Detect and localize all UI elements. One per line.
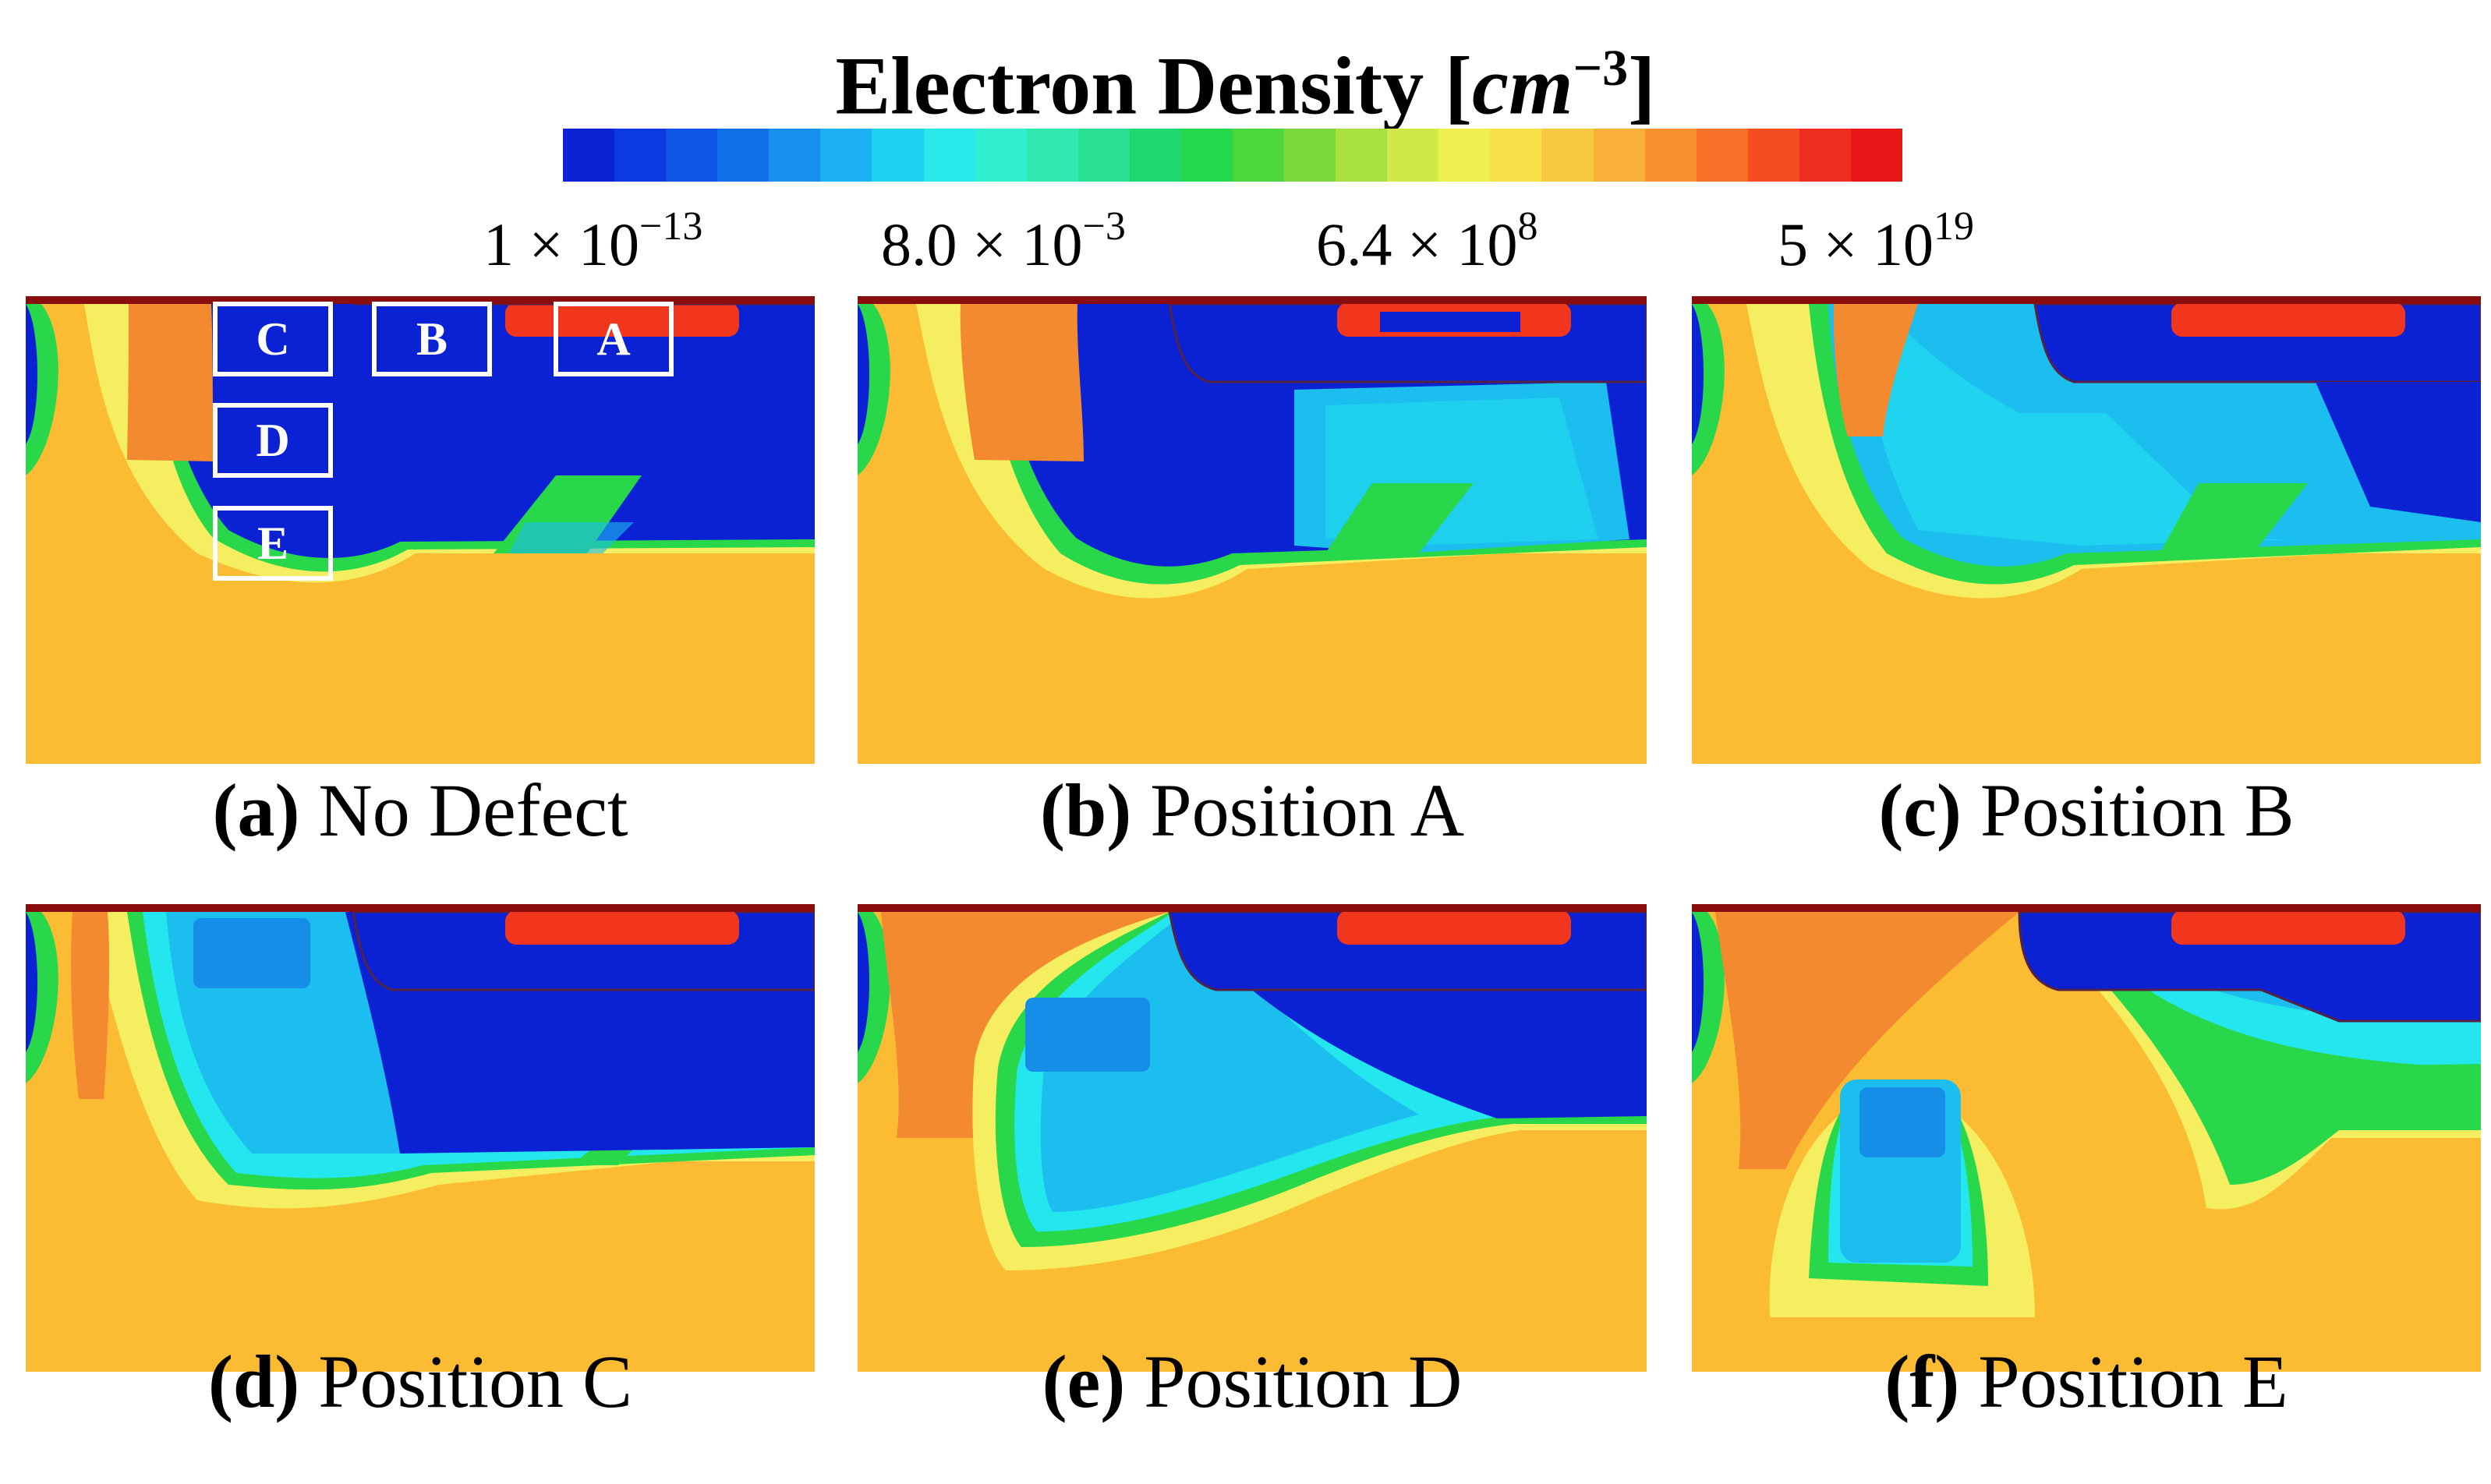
colorbar-segment-16 xyxy=(1336,129,1388,182)
colorbar-tick-2: 8.0 × 10−3 xyxy=(881,196,1126,280)
caption-f-letter: (f) xyxy=(1884,1340,1960,1423)
caption-c-label: Position B xyxy=(1980,768,2295,852)
caption-d: (d) Position C xyxy=(26,1339,815,1425)
colorbar-segment-8 xyxy=(923,129,975,182)
colorbar-segment-17 xyxy=(1387,129,1439,182)
panel-f-density-map xyxy=(1692,904,2481,1372)
colorbar-segment-6 xyxy=(820,129,872,182)
panel-a: C B A D E xyxy=(26,296,815,764)
panel-b xyxy=(858,296,1647,764)
title-unit-close: ] xyxy=(1628,40,1656,132)
panel-d xyxy=(26,904,815,1372)
colorbar-segment-14 xyxy=(1233,129,1285,182)
panel-c-density-map xyxy=(1692,296,2481,764)
tick-2-exponent: −3 xyxy=(1082,204,1126,249)
tick-2-mantissa: 8.0 × 10 xyxy=(881,210,1083,278)
marker-b: B xyxy=(416,313,448,365)
caption-b: (b) Position A xyxy=(858,768,1647,853)
colorbar-segment-18 xyxy=(1438,129,1491,182)
tick-1-mantissa: 1 × 10 xyxy=(483,210,639,278)
colorbar-segment-22 xyxy=(1644,129,1697,182)
colorbar-segment-26 xyxy=(1850,129,1903,182)
panel-e-density-map xyxy=(858,904,1647,1372)
colorbar-segment-13 xyxy=(1180,129,1233,182)
tick-3-exponent: 8 xyxy=(1517,204,1538,249)
marker-a: A xyxy=(596,313,630,365)
colorbar-tick-4: 5 × 1019 xyxy=(1778,196,1974,280)
tick-3-mantissa: 6.4 × 10 xyxy=(1316,210,1518,278)
colorbar-segment-1 xyxy=(563,129,615,182)
colorbar-segment-10 xyxy=(1026,129,1078,182)
title-unit: cm xyxy=(1472,40,1573,132)
colorbar-segment-2 xyxy=(614,129,667,182)
caption-f: (f) Position E xyxy=(1692,1339,2481,1425)
marker-d: D xyxy=(256,415,289,466)
colorbar-segment-7 xyxy=(872,129,924,182)
title-unit-open: [ xyxy=(1444,40,1473,132)
colorbar-segment-5 xyxy=(769,129,821,182)
panel-b-density-map xyxy=(858,296,1647,764)
title-label: Electron Density xyxy=(835,40,1424,132)
colorbar-segment-24 xyxy=(1747,129,1799,182)
tick-4-exponent: 19 xyxy=(1934,204,1974,249)
caption-c: (c) Position B xyxy=(1692,768,2481,853)
colorbar-segment-25 xyxy=(1799,129,1851,182)
marker-boxes: C B A D E xyxy=(213,302,674,581)
marker-c: C xyxy=(256,313,289,365)
colorbar-segment-20 xyxy=(1541,129,1594,182)
caption-d-label: Position C xyxy=(318,1340,633,1423)
caption-b-label: Position A xyxy=(1150,768,1465,852)
figure-title: Electron Density [cm−3] xyxy=(0,22,2491,132)
colorbar-segment-19 xyxy=(1490,129,1542,182)
caption-c-letter: (c) xyxy=(1878,768,1962,852)
colorbar-segment-15 xyxy=(1284,129,1336,182)
colorbar-segment-12 xyxy=(1129,129,1181,182)
panel-d-density-map xyxy=(26,904,815,1372)
panel-a-density-map: C B A D E xyxy=(26,296,815,764)
caption-b-letter: (b) xyxy=(1039,768,1132,852)
colorbar-segment-3 xyxy=(666,129,718,182)
tick-4-mantissa: 5 × 10 xyxy=(1778,210,1934,278)
caption-a-letter: (a) xyxy=(212,768,300,852)
caption-e-letter: (e) xyxy=(1042,1340,1126,1423)
colorbar xyxy=(563,129,1903,182)
panel-f xyxy=(1692,904,2481,1372)
colorbar-segment-11 xyxy=(1077,129,1130,182)
colorbar-tick-3: 6.4 × 108 xyxy=(1316,196,1538,280)
caption-a-label: No Defect xyxy=(318,768,628,852)
panel-e xyxy=(858,904,1647,1372)
colorbar-tick-1: 1 × 10−13 xyxy=(483,196,702,280)
caption-f-label: Position E xyxy=(1978,1340,2288,1423)
caption-e: (e) Position D xyxy=(858,1339,1647,1425)
colorbar-segment-23 xyxy=(1696,129,1748,182)
title-unit-exponent: −3 xyxy=(1573,40,1629,97)
caption-d-letter: (d) xyxy=(207,1340,300,1423)
colorbar-segment-21 xyxy=(1593,129,1645,182)
tick-1-exponent: −13 xyxy=(639,204,703,249)
panel-c xyxy=(1692,296,2481,764)
caption-a: (a) No Defect xyxy=(26,768,815,853)
colorbar-segment-4 xyxy=(717,129,770,182)
caption-e-label: Position D xyxy=(1144,1340,1463,1423)
marker-e: E xyxy=(257,518,288,569)
colorbar-segment-9 xyxy=(975,129,1027,182)
